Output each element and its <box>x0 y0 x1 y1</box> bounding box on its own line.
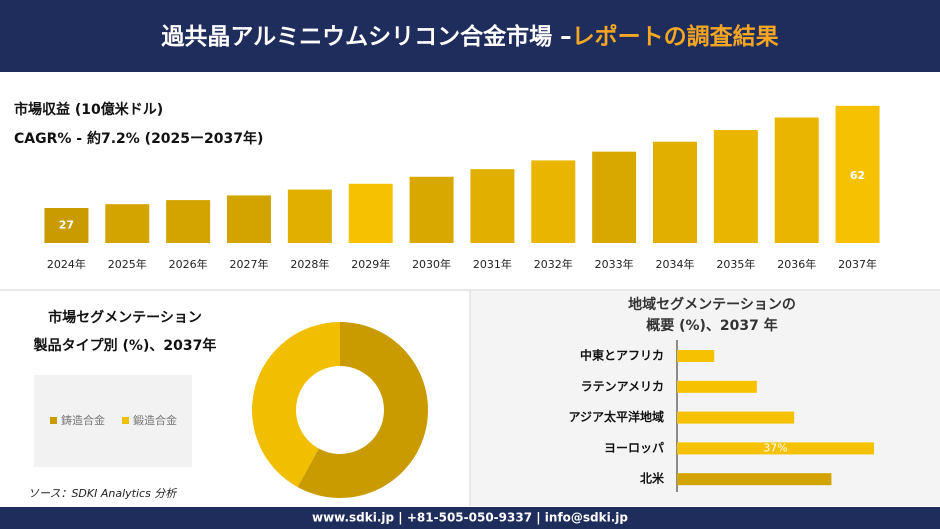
bar <box>835 105 880 243</box>
legend-label: 鍛造合金 <box>133 413 177 427</box>
legend-label: 鋳造合金 <box>61 413 105 427</box>
value-label: 27 <box>59 218 74 231</box>
bar <box>774 117 819 243</box>
chart-subtitle: 製品タイプ別 (%)、2037年 <box>33 337 217 354</box>
bar <box>531 160 576 243</box>
bar <box>348 183 393 243</box>
header-title: 過共晶アルミニウムシリコン合金市場 –レポートの調査結果 <box>161 23 778 50</box>
value-label: 62 <box>850 169 865 182</box>
x-tick-label: 2025年 <box>108 257 147 271</box>
legend-swatch <box>50 417 57 424</box>
source-note: ソース：SDKI Analytics 分析 <box>28 487 178 500</box>
x-tick-label: 2036年 <box>777 257 816 271</box>
category-label: 北米 <box>640 471 665 486</box>
x-tick-label: 2029年 <box>351 257 390 271</box>
chart-title: 地域セグメンテーションの <box>628 296 796 313</box>
title-highlight: レポートの調査結果 <box>572 23 779 50</box>
bar <box>287 189 332 243</box>
x-tick-label: 2024年 <box>47 257 86 271</box>
chart-title: 市場収益 (10億米ドル) <box>14 101 163 118</box>
x-tick-label: 2035年 <box>716 257 755 271</box>
x-tick-label: 2027年 <box>230 257 269 271</box>
panel-bg <box>471 291 940 506</box>
bar <box>592 151 637 243</box>
bar <box>677 442 875 455</box>
chart-subtitle: 概要 (%)、2037 年 <box>646 317 778 334</box>
x-tick-label: 2030年 <box>412 257 451 271</box>
footer-band <box>0 507 940 529</box>
footer-contact: www.sdki.jp | +81-505-050-9337 | info@sd… <box>312 511 628 525</box>
bar <box>677 411 795 424</box>
chart-subtitle: CAGR% - 約7.2% (2025ー2037年) <box>14 130 263 147</box>
bar <box>409 176 454 243</box>
x-tick-label: 2032年 <box>534 257 573 271</box>
header-band <box>0 0 940 72</box>
x-tick-label: 2033年 <box>595 257 634 271</box>
bar <box>677 473 832 486</box>
bar <box>227 195 271 243</box>
x-tick-label: 2031年 <box>473 257 512 271</box>
x-tick-label: 2034年 <box>656 257 695 271</box>
bar <box>470 169 515 243</box>
bar <box>166 200 211 243</box>
legend-box <box>34 375 192 467</box>
chart-title: 市場セグメンテーション <box>48 309 202 326</box>
bar <box>44 207 89 243</box>
x-tick-label: 2028年 <box>290 257 329 271</box>
x-tick-label: 2026年 <box>169 257 208 271</box>
x-tick-label: 2037年 <box>838 257 877 271</box>
donut-segment <box>251 321 340 488</box>
bar <box>677 380 757 393</box>
bar <box>713 130 758 243</box>
category-label: ヨーロッパ <box>604 441 664 455</box>
category-label: アジア太平洋地域 <box>568 409 664 424</box>
bar <box>677 350 715 362</box>
title-main: 過共晶アルミニウムシリコン合金市場 – <box>161 23 571 50</box>
value-label: 37% <box>763 441 787 454</box>
bar <box>105 204 150 243</box>
category-label: ラテンアメリカ <box>581 379 664 393</box>
category-label: 中東とアフリカ <box>580 348 664 363</box>
legend-swatch <box>122 417 129 424</box>
bar <box>653 141 697 243</box>
donut-segment <box>297 322 428 498</box>
